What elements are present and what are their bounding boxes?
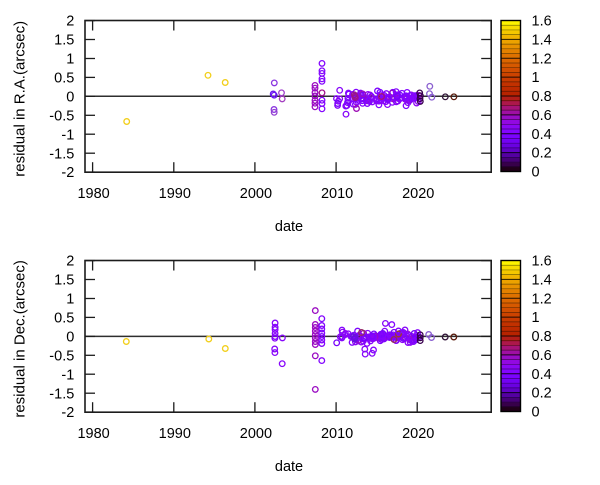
svg-text:0.2: 0.2 bbox=[532, 146, 552, 162]
svg-text:residual in Dec.(arcsec): residual in Dec.(arcsec) bbox=[12, 260, 29, 418]
svg-text:1: 1 bbox=[66, 292, 74, 308]
svg-text:date: date bbox=[275, 219, 303, 235]
svg-text:1.6: 1.6 bbox=[532, 14, 552, 30]
svg-text:0.4: 0.4 bbox=[532, 127, 552, 143]
svg-text:0.5: 0.5 bbox=[54, 311, 74, 327]
svg-text:1.2: 1.2 bbox=[532, 51, 552, 67]
svg-text:1980: 1980 bbox=[77, 186, 109, 202]
svg-text:-0.5: -0.5 bbox=[49, 108, 74, 124]
svg-text:1.5: 1.5 bbox=[54, 273, 74, 289]
svg-text:1: 1 bbox=[66, 52, 74, 68]
svg-text:0.6: 0.6 bbox=[532, 108, 552, 124]
svg-text:2000: 2000 bbox=[240, 426, 272, 442]
svg-text:2010: 2010 bbox=[321, 186, 353, 202]
svg-text:date: date bbox=[275, 459, 303, 475]
svg-text:0: 0 bbox=[532, 405, 540, 421]
svg-text:2000: 2000 bbox=[240, 186, 272, 202]
svg-text:-1.5: -1.5 bbox=[49, 146, 74, 162]
svg-text:0: 0 bbox=[66, 330, 74, 346]
svg-text:0.8: 0.8 bbox=[532, 329, 552, 345]
svg-text:2020: 2020 bbox=[402, 426, 434, 442]
svg-text:1.4: 1.4 bbox=[532, 33, 552, 49]
svg-text:-2: -2 bbox=[61, 405, 74, 421]
svg-text:1.6: 1.6 bbox=[532, 254, 552, 270]
svg-text:2: 2 bbox=[66, 14, 74, 30]
svg-text:1.5: 1.5 bbox=[54, 33, 74, 49]
svg-text:0.5: 0.5 bbox=[54, 71, 74, 87]
svg-text:1.4: 1.4 bbox=[532, 273, 552, 289]
svg-text:1980: 1980 bbox=[77, 426, 109, 442]
svg-text:0: 0 bbox=[532, 165, 540, 181]
svg-text:2020: 2020 bbox=[402, 186, 434, 202]
svg-text:0.2: 0.2 bbox=[532, 386, 552, 402]
svg-text:1990: 1990 bbox=[159, 426, 191, 442]
svg-text:-1.5: -1.5 bbox=[49, 386, 74, 402]
svg-text:residual in R.A.(arcsec): residual in R.A.(arcsec) bbox=[12, 21, 29, 177]
svg-text:2010: 2010 bbox=[321, 426, 353, 442]
svg-text:2: 2 bbox=[66, 254, 74, 270]
svg-text:-2: -2 bbox=[61, 165, 74, 181]
svg-text:-1: -1 bbox=[61, 367, 74, 383]
svg-text:1.2: 1.2 bbox=[532, 291, 552, 307]
svg-text:1: 1 bbox=[532, 70, 540, 86]
svg-text:0.4: 0.4 bbox=[532, 367, 552, 383]
svg-text:-1: -1 bbox=[61, 127, 74, 143]
svg-text:0.8: 0.8 bbox=[532, 89, 552, 105]
svg-text:0.6: 0.6 bbox=[532, 348, 552, 364]
svg-text:-0.5: -0.5 bbox=[49, 348, 74, 364]
svg-text:1990: 1990 bbox=[159, 186, 191, 202]
svg-text:0: 0 bbox=[66, 89, 74, 105]
svg-text:1: 1 bbox=[532, 310, 540, 326]
